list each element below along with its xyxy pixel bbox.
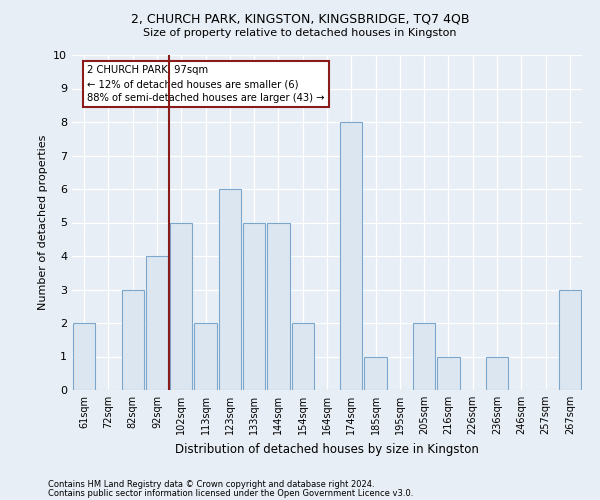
- Bar: [194, 323, 217, 390]
- Bar: [218, 189, 241, 390]
- Bar: [292, 323, 314, 390]
- Bar: [559, 290, 581, 390]
- Bar: [267, 222, 290, 390]
- Bar: [243, 222, 265, 390]
- Bar: [146, 256, 168, 390]
- Bar: [170, 222, 193, 390]
- Bar: [340, 122, 362, 390]
- Text: Size of property relative to detached houses in Kingston: Size of property relative to detached ho…: [143, 28, 457, 38]
- Y-axis label: Number of detached properties: Number of detached properties: [38, 135, 47, 310]
- Bar: [73, 323, 95, 390]
- Text: Contains public sector information licensed under the Open Government Licence v3: Contains public sector information licen…: [48, 488, 413, 498]
- Text: 2, CHURCH PARK, KINGSTON, KINGSBRIDGE, TQ7 4QB: 2, CHURCH PARK, KINGSTON, KINGSBRIDGE, T…: [131, 12, 469, 26]
- X-axis label: Distribution of detached houses by size in Kingston: Distribution of detached houses by size …: [175, 442, 479, 456]
- Bar: [486, 356, 508, 390]
- Text: Contains HM Land Registry data © Crown copyright and database right 2024.: Contains HM Land Registry data © Crown c…: [48, 480, 374, 489]
- Bar: [364, 356, 387, 390]
- Bar: [122, 290, 144, 390]
- Text: 2 CHURCH PARK: 97sqm
← 12% of detached houses are smaller (6)
88% of semi-detach: 2 CHURCH PARK: 97sqm ← 12% of detached h…: [88, 65, 325, 103]
- Bar: [413, 323, 436, 390]
- Bar: [437, 356, 460, 390]
